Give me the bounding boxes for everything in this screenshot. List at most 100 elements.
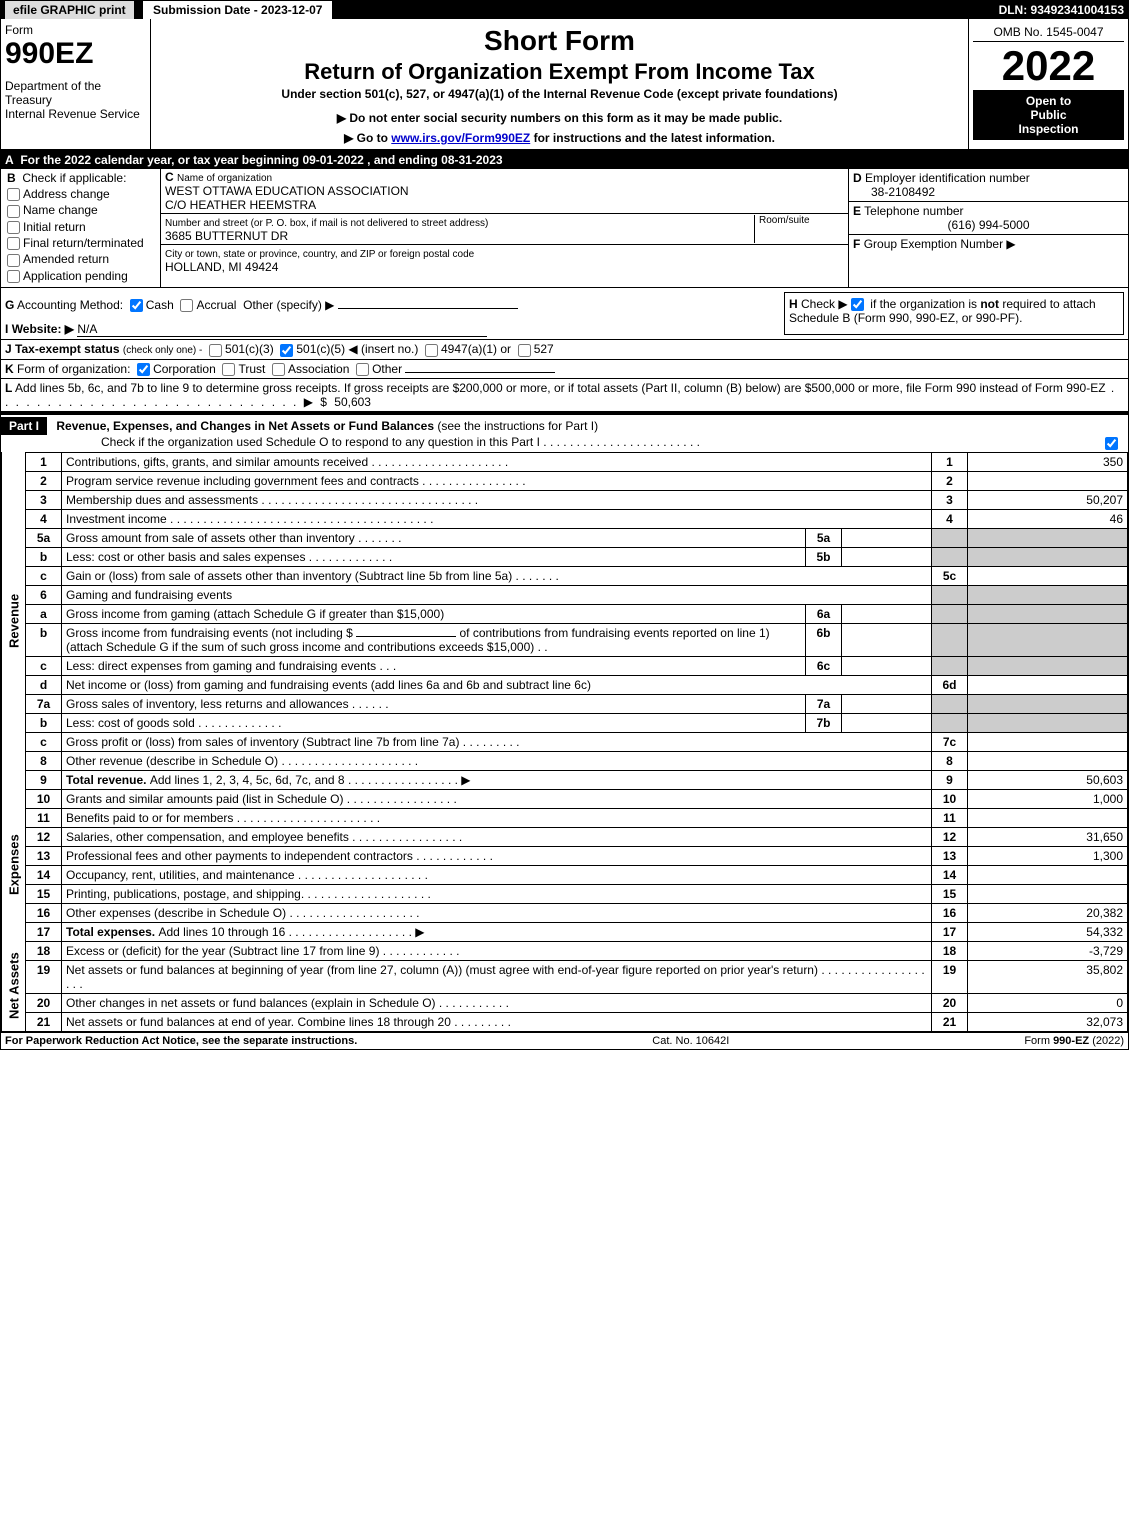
chk-501c3[interactable]: [209, 344, 222, 357]
amount-value: 350: [968, 452, 1128, 471]
line-row: 9Total revenue. Add lines 1, 2, 3, 4, 5c…: [2, 770, 1128, 789]
line-number: b: [26, 547, 62, 566]
chk-final-return-box[interactable]: [7, 237, 20, 250]
city-label: City or town, state or province, country…: [165, 249, 474, 260]
amt-shade: [968, 585, 1128, 604]
line-number: 8: [26, 751, 62, 770]
chk-trust[interactable]: [222, 363, 235, 376]
box-j: J Tax-exempt status (check only one) - 5…: [1, 340, 1128, 359]
amt-shade: [968, 623, 1128, 656]
part-i-title: Revenue, Expenses, and Changes in Net As…: [50, 419, 434, 433]
chk-name-change-box[interactable]: [7, 205, 20, 218]
foot-left: For Paperwork Reduction Act Notice, see …: [5, 1035, 357, 1047]
mid-amount: [842, 547, 932, 566]
ref-number: 3: [932, 490, 968, 509]
line-row: 12Salaries, other compensation, and empl…: [2, 827, 1128, 846]
chk-501c[interactable]: [280, 344, 293, 357]
mid-amount: [842, 604, 932, 623]
line-number: 13: [26, 846, 62, 865]
k-other-line: [405, 372, 555, 373]
amt-shade: [968, 656, 1128, 675]
line-number: c: [26, 732, 62, 751]
chk-address-change-box[interactable]: [7, 188, 20, 201]
chk-4947[interactable]: [425, 344, 438, 357]
box-c: C Name of organization WEST OTTAWA EDUCA…: [161, 169, 848, 287]
line-number: b: [26, 623, 62, 656]
hdr-left: Form 990EZ Department of the Treasury In…: [1, 19, 151, 149]
line-row: cGain or (loss) from sale of assets othe…: [2, 566, 1128, 585]
ref-number: 10: [932, 789, 968, 808]
ref-number: 19: [932, 960, 968, 993]
dept-irs: Internal Revenue Service: [5, 107, 146, 121]
line-number: 7a: [26, 694, 62, 713]
chk-application-pending-box[interactable]: [7, 270, 20, 283]
chk-accrual[interactable]: [180, 299, 193, 312]
box-k: K Form of organization: Corporation Trus…: [1, 360, 1128, 379]
chk-name-change[interactable]: Name change: [7, 203, 154, 217]
amt-shade: [968, 604, 1128, 623]
chk-527[interactable]: [518, 344, 531, 357]
line-row: 4Investment income . . . . . . . . . . .…: [2, 509, 1128, 528]
k-label: Form of organization:: [17, 362, 130, 376]
chk-address-change[interactable]: Address change: [7, 187, 154, 201]
i-label: Website: ▶: [12, 322, 74, 336]
line-desc: Gross income from fundraising events (no…: [62, 623, 806, 656]
line-number: 20: [26, 993, 62, 1012]
open-public-inspection: Open to Public Inspection: [973, 90, 1124, 140]
title-short-form: Short Form: [155, 25, 964, 57]
chk-amended-return[interactable]: Amended return: [7, 252, 154, 266]
c-label: Name of organization: [177, 173, 272, 184]
section-label: Revenue: [2, 452, 26, 789]
gh-block: G Accounting Method: Cash Accrual Other …: [1, 288, 1128, 340]
line-desc: Salaries, other compensation, and employ…: [62, 827, 932, 846]
ref-number: 6d: [932, 675, 968, 694]
line-desc: Occupancy, rent, utilities, and maintena…: [62, 865, 932, 884]
part-i-label: Part I: [1, 417, 47, 435]
line-row: bLess: cost of goods sold . . . . . . . …: [2, 713, 1128, 732]
chk-initial-return-box[interactable]: [7, 221, 20, 234]
ref-number: 2: [932, 471, 968, 490]
dept-treasury: Department of the Treasury: [5, 79, 146, 107]
form-container: efile GRAPHIC print Submission Date - 20…: [0, 0, 1129, 1050]
ref-number: 5c: [932, 566, 968, 585]
chk-application-pending[interactable]: Application pending: [7, 269, 154, 283]
mid-amount: [842, 656, 932, 675]
line-row: 14Occupancy, rent, utilities, and mainte…: [2, 865, 1128, 884]
line-row: cLess: direct expenses from gaming and f…: [2, 656, 1128, 675]
ref-shade: [932, 694, 968, 713]
chk-schedule-o[interactable]: [1105, 437, 1118, 450]
chk-final-return[interactable]: Final return/terminated: [7, 236, 154, 250]
mid-amount: [842, 694, 932, 713]
line-desc: Less: direct expenses from gaming and fu…: [62, 656, 806, 675]
box-h: H Check ▶ if the organization is not req…: [784, 292, 1124, 335]
chk-cash[interactable]: [130, 299, 143, 312]
amount-value: [968, 865, 1128, 884]
line-row: 8Other revenue (describe in Schedule O) …: [2, 751, 1128, 770]
line-desc: Net income or (loss) from gaming and fun…: [62, 675, 932, 694]
line-row: 21Net assets or fund balances at end of …: [2, 1012, 1128, 1031]
amount-value: 31,650: [968, 827, 1128, 846]
chk-assoc[interactable]: [272, 363, 285, 376]
box-def: D Employer identification number 38-2108…: [848, 169, 1128, 287]
mid-ref: 5b: [806, 547, 842, 566]
other-specify-line: [338, 308, 518, 309]
chk-other[interactable]: [356, 363, 369, 376]
line-row: 3Membership dues and assessments . . . .…: [2, 490, 1128, 509]
section-label: Net Assets: [2, 941, 26, 1031]
efile-print-button[interactable]: efile GRAPHIC print: [5, 1, 134, 19]
chk-initial-return[interactable]: Initial return: [7, 220, 154, 234]
line-desc: Program service revenue including govern…: [62, 471, 932, 490]
ref-shade: [932, 623, 968, 656]
line-row: 11Benefits paid to or for members . . . …: [2, 808, 1128, 827]
chk-h[interactable]: [851, 298, 864, 311]
ref-number: 13: [932, 846, 968, 865]
part-i-check-line: Check if the organization used Schedule …: [101, 435, 540, 449]
line-number: c: [26, 656, 62, 675]
line-number: 21: [26, 1012, 62, 1031]
chk-amended-return-box[interactable]: [7, 254, 20, 267]
line-number: 16: [26, 903, 62, 922]
line-desc: Net assets or fund balances at beginning…: [62, 960, 932, 993]
line-row: bGross income from fundraising events (n…: [2, 623, 1128, 656]
goto-link[interactable]: www.irs.gov/Form990EZ: [391, 131, 530, 145]
chk-corp[interactable]: [137, 363, 150, 376]
